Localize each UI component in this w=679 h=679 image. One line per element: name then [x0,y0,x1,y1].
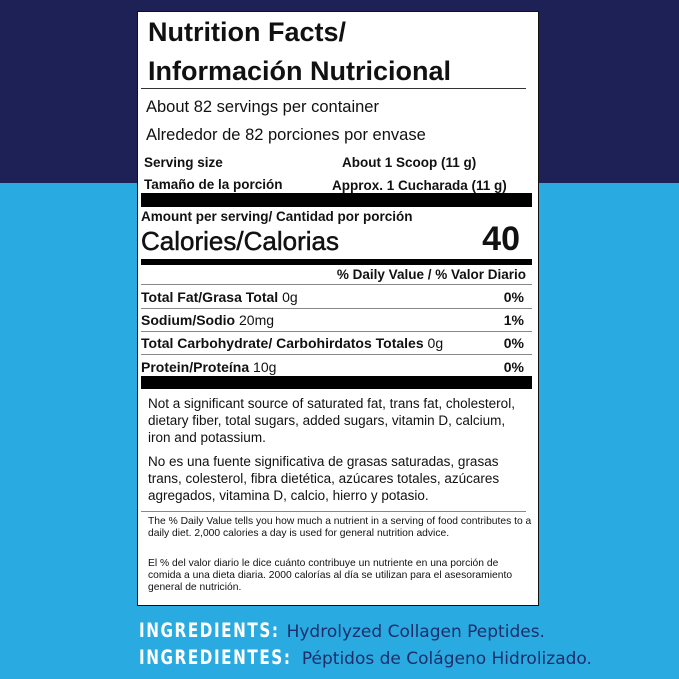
calories-label: Calories/Calorias [141,226,339,257]
nutrient-row: Protein/Proteína 10g [141,359,277,375]
serving-size-label-es: Tamaño de la porción [144,177,283,192]
calories-value: 40 [482,220,520,258]
title-es: Información Nutricional [148,56,452,86]
servings-en: About 82 servings per container [146,98,379,116]
servings-es: Alrededor de 82 porciones por envase [146,126,426,144]
ingredients-es: INGREDIENTES: Péptidos de Colágeno Hidro… [139,646,592,669]
nutrient-dv: 0% [503,289,524,305]
serving-size-value-es: Approx. 1 Cucharada (11 g) [332,178,507,193]
amount-per-serving: Amount per serving/ Cantidad por porción [141,209,413,224]
nutrient-dv: 1% [503,312,524,328]
footnote-es: El % del valor diario le dice cuánto con… [148,558,513,593]
footnote-en: The % Daily Value tells you how much a n… [148,516,532,539]
ingredients-en: INGREDIENTS: Hydrolyzed Collagen Peptide… [139,619,545,642]
nutrition-facts-label: Nutrition Facts/ Información Nutricional… [137,11,539,606]
nutrient-row: Total Fat/Grasa Total 0g [141,289,298,305]
note-en: Not a significant source of saturated fa… [148,396,515,445]
serving-size-value: About 1 Scoop (11 g) [342,155,477,170]
nutrient-dv: 0% [503,359,524,375]
note-es: No es una fuente significativa de grasas… [148,454,500,503]
nutrient-row: Sodium/Sodio 20mg [141,312,275,328]
serving-size-label: Serving size [144,155,223,170]
nutrient-row: Total Carbohydrate/ Carbohirdatos Totale… [141,335,444,351]
nutrient-dv: 0% [503,335,524,351]
dv-header: % Daily Value / % Valor Diario [336,267,526,282]
title-en: Nutrition Facts/ [148,17,347,47]
